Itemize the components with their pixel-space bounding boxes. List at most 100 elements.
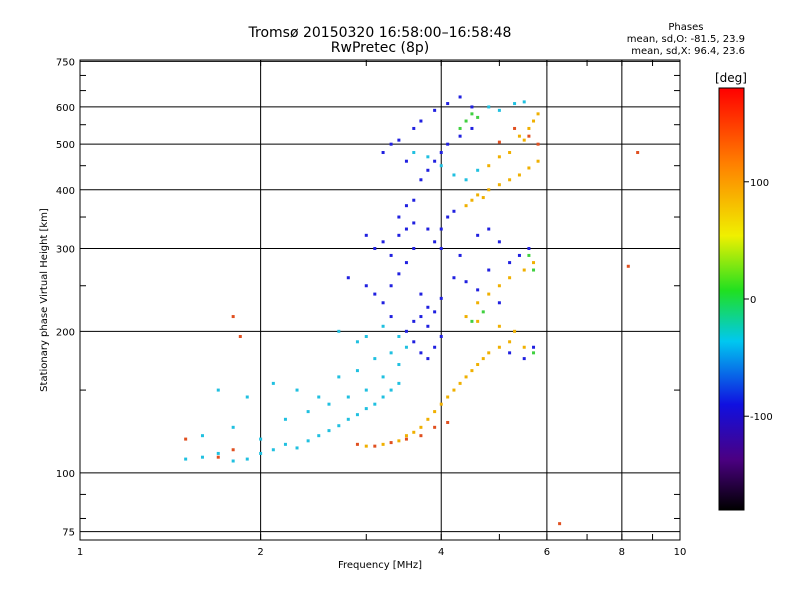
data-point: [439, 402, 443, 406]
data-point: [419, 425, 423, 429]
data-point: [464, 315, 468, 319]
data-point: [476, 288, 480, 292]
data-point: [508, 340, 512, 344]
data-point: [231, 459, 235, 463]
data-point: [522, 268, 526, 272]
data-point: [487, 351, 491, 355]
data-point: [216, 455, 220, 459]
data-point: [373, 292, 377, 296]
data-point: [464, 280, 468, 284]
data-point: [458, 95, 462, 99]
data-point: [497, 345, 501, 349]
y-tick-label: 500: [56, 140, 75, 151]
x-tick-label: 2: [257, 547, 263, 558]
data-point: [522, 357, 526, 361]
data-point: [245, 457, 249, 461]
data-point: [200, 434, 204, 438]
data-point: [381, 151, 385, 155]
data-point: [508, 178, 512, 182]
data-point: [470, 369, 474, 373]
data-point: [373, 402, 377, 406]
data-point: [446, 142, 450, 146]
plot-frame: [79, 59, 681, 541]
data-point: [513, 126, 517, 130]
data-point: [476, 319, 480, 323]
data-point: [446, 102, 450, 106]
data-point: [238, 334, 242, 338]
data-point: [497, 108, 501, 112]
data-point: [306, 439, 310, 443]
x-tick-label: 10: [674, 547, 687, 558]
data-point: [426, 168, 430, 172]
data-point: [271, 381, 275, 385]
data-point: [355, 340, 359, 344]
data-point: [464, 204, 468, 208]
colorbar: [718, 87, 745, 511]
data-point: [231, 448, 235, 452]
data-point: [200, 455, 204, 459]
data-point: [397, 334, 401, 338]
data-point: [364, 284, 368, 288]
data-point: [397, 215, 401, 219]
data-point: [517, 134, 521, 138]
colorbar-tick-label: 100: [750, 178, 769, 189]
data-point: [476, 301, 480, 305]
data-point: [532, 351, 536, 355]
data-point: [522, 138, 526, 142]
data-point: [481, 310, 485, 314]
data-point: [295, 388, 299, 392]
data-point: [389, 284, 393, 288]
y-tick-label: 200: [56, 327, 75, 338]
data-point: [497, 155, 501, 159]
colorbar-tick-label: 0: [750, 295, 756, 306]
data-point: [532, 345, 536, 349]
phase-stats-heading: Phases: [668, 22, 704, 33]
data-point: [476, 363, 480, 367]
data-point: [397, 363, 401, 367]
data-point: [412, 151, 416, 155]
x-axis-label: Frequency [MHz]: [338, 560, 422, 571]
data-point: [513, 102, 517, 106]
data-point: [458, 381, 462, 385]
data-point: [381, 240, 385, 244]
x-tick-label: 1: [77, 547, 83, 558]
data-point: [412, 430, 416, 434]
data-point: [470, 126, 474, 130]
data-point: [433, 345, 437, 349]
chart-title: Tromsø 20150320 16:58:00–16:58:48: [248, 25, 512, 41]
data-point: [231, 315, 235, 319]
x-tick-label: 4: [438, 547, 444, 558]
data-point: [522, 100, 526, 104]
data-point: [558, 522, 562, 526]
data-point: [283, 442, 287, 446]
y-axis-label: Stationary phase Virtual Height [km]: [39, 208, 50, 392]
data-point: [373, 357, 377, 361]
data-point: [439, 247, 443, 251]
data-point: [397, 272, 401, 276]
data-point: [364, 334, 368, 338]
data-points: [184, 95, 640, 526]
chart-subtitle: RwPretec (8p): [330, 40, 430, 56]
data-point: [216, 388, 220, 392]
data-point: [259, 451, 263, 455]
data-point: [452, 209, 456, 213]
data-point: [433, 310, 437, 314]
data-point: [458, 253, 462, 257]
data-point: [476, 233, 480, 237]
data-point: [295, 446, 299, 450]
data-point: [364, 407, 368, 411]
data-point: [464, 178, 468, 182]
colorbar-label: [deg]: [715, 71, 747, 85]
data-point: [439, 334, 443, 338]
data-point: [433, 108, 437, 112]
data-point: [337, 375, 341, 379]
y-tick-label: 300: [56, 245, 75, 256]
data-point: [532, 261, 536, 265]
data-point: [446, 420, 450, 424]
data-point: [497, 240, 501, 244]
data-point: [452, 276, 456, 280]
data-point: [381, 375, 385, 379]
data-point: [412, 221, 416, 225]
data-point: [636, 151, 640, 155]
data-point: [355, 442, 359, 446]
